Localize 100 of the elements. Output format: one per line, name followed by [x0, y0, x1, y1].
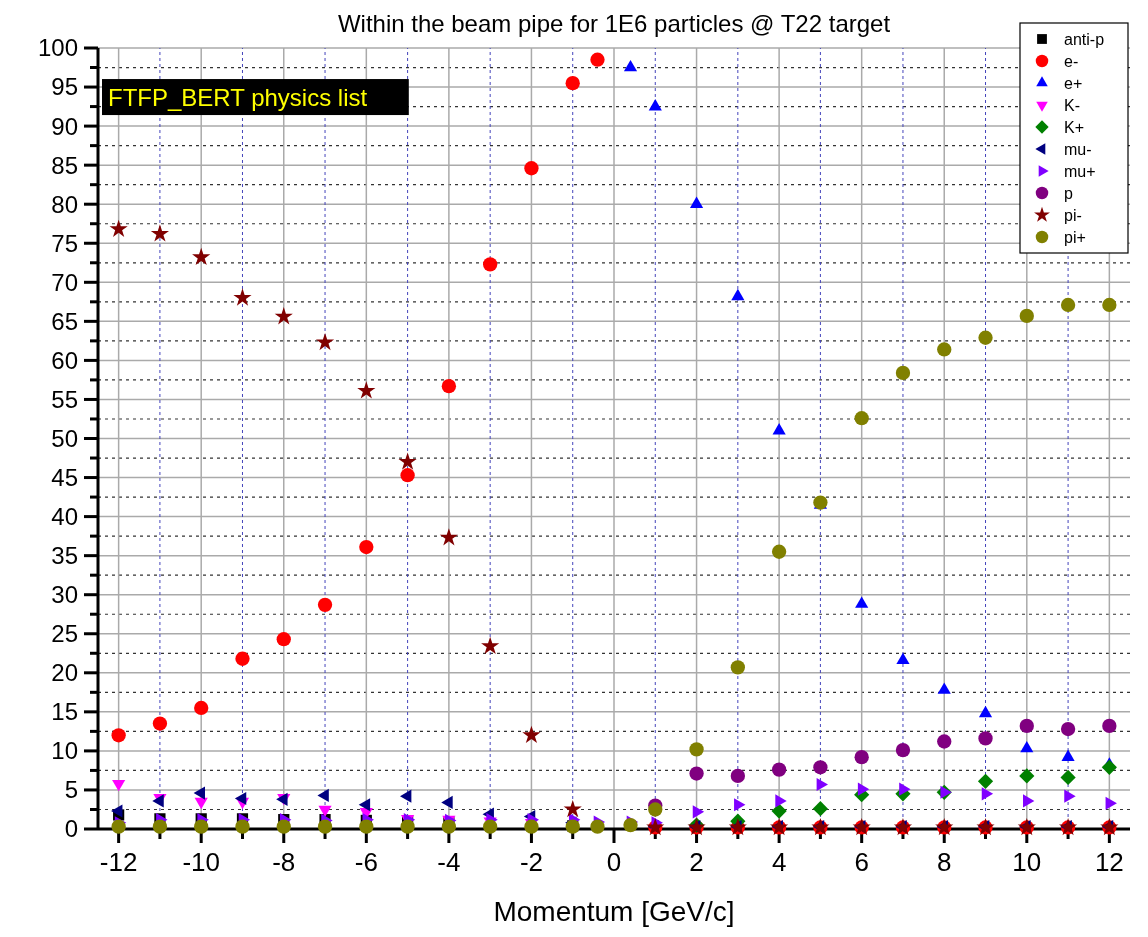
point	[522, 725, 541, 744]
y-tick-label: 45	[51, 463, 78, 491]
point	[896, 652, 910, 665]
point	[565, 76, 580, 91]
point	[315, 332, 335, 351]
point	[895, 365, 911, 381]
y-tick-label: 100	[37, 34, 78, 62]
x-tick-label: 0	[606, 847, 622, 877]
point	[812, 801, 828, 817]
point	[857, 782, 870, 796]
chart-title: Within the beam pipe for 1E6 particles @ T22 target	[337, 10, 891, 37]
point	[623, 59, 638, 72]
point	[977, 773, 994, 789]
y-tick-label: 55	[51, 385, 78, 413]
legend-label: mu+	[1064, 162, 1096, 180]
point	[235, 819, 250, 834]
point	[563, 799, 582, 818]
point	[692, 805, 705, 819]
point	[855, 596, 869, 608]
point	[590, 819, 605, 834]
point	[899, 782, 911, 796]
x-tick-label: -10	[182, 847, 220, 877]
point	[689, 196, 704, 208]
point	[1105, 796, 1117, 810]
legend-label: e-	[1064, 52, 1079, 70]
point	[731, 288, 745, 301]
point	[276, 819, 291, 834]
point	[771, 544, 787, 559]
point	[1060, 297, 1076, 313]
point	[978, 705, 993, 718]
point	[274, 307, 293, 325]
x-tick-label: -2	[519, 847, 543, 877]
point	[1060, 721, 1076, 737]
point	[235, 651, 250, 666]
point	[937, 682, 951, 694]
y-tick-label: 15	[51, 698, 78, 726]
y-tick-label: 90	[51, 112, 78, 140]
point	[771, 803, 787, 819]
point	[359, 539, 374, 555]
y-tick-label: 30	[51, 581, 78, 609]
legend-label: pi+	[1064, 228, 1086, 246]
point	[772, 423, 786, 435]
x-axis-title: Momentum [GeV/c]	[493, 896, 735, 927]
point	[441, 379, 457, 394]
y-tick-label: 0	[64, 815, 78, 843]
point	[439, 528, 458, 546]
point	[152, 819, 168, 834]
point	[648, 98, 662, 111]
x-tick-label: -4	[437, 847, 461, 877]
point	[895, 742, 911, 758]
point	[854, 750, 869, 765]
y-tick-label: 75	[51, 229, 78, 257]
point	[400, 819, 415, 834]
legend-label: K-	[1064, 96, 1080, 114]
y-tick-label: 65	[51, 307, 78, 335]
point	[648, 802, 663, 817]
point	[937, 342, 952, 357]
point	[481, 636, 500, 654]
point	[978, 330, 993, 345]
x-tick-label: 8	[937, 847, 952, 877]
point	[816, 777, 828, 792]
y-tick-label: 20	[51, 659, 78, 687]
legend-label: anti-p	[1064, 30, 1105, 48]
point	[937, 734, 952, 749]
y-tick-label: 60	[51, 346, 78, 374]
point	[400, 789, 412, 803]
y-tick-label: 70	[51, 268, 78, 296]
point	[524, 161, 539, 176]
point	[1064, 789, 1076, 803]
point	[689, 766, 704, 781]
y-tick-label: 35	[51, 542, 78, 570]
y-tick-label: 5	[64, 776, 78, 804]
point	[357, 381, 376, 399]
point	[775, 794, 787, 808]
y-tick-label: 10	[51, 737, 78, 765]
point	[483, 819, 498, 834]
point	[111, 819, 126, 834]
point	[150, 224, 169, 242]
point	[854, 411, 869, 426]
point	[398, 452, 417, 470]
point	[730, 660, 745, 675]
point	[400, 468, 415, 483]
point	[194, 700, 209, 716]
point	[194, 797, 208, 810]
legend-label: pi-	[1064, 206, 1082, 224]
point	[441, 819, 457, 834]
x-tick-label: 4	[771, 847, 787, 877]
point	[981, 787, 994, 801]
point	[109, 219, 128, 237]
point	[1019, 308, 1034, 324]
point	[194, 819, 209, 834]
x-tick-label: 10	[1012, 847, 1042, 877]
point	[730, 768, 745, 784]
legend-label: K+	[1064, 118, 1085, 136]
point	[359, 819, 374, 834]
x-tick-label: 12	[1094, 847, 1124, 877]
point	[813, 760, 828, 775]
legend-label: e+	[1064, 74, 1083, 92]
point	[111, 728, 126, 743]
point	[623, 817, 638, 833]
